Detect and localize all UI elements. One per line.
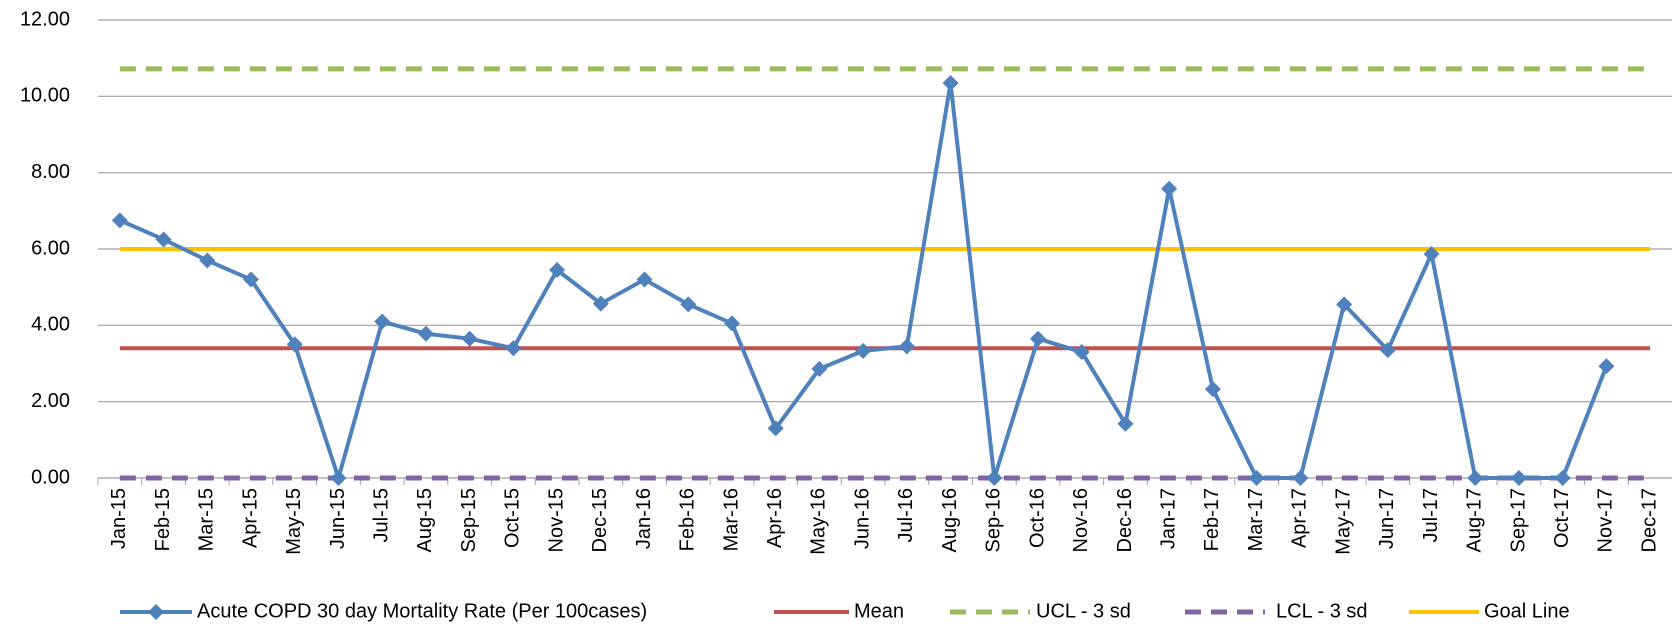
legend-label: Mean	[854, 600, 904, 622]
marker	[417, 325, 434, 342]
marker	[286, 336, 303, 353]
marker	[592, 295, 609, 312]
x-tick-label: Oct-17	[1551, 488, 1573, 548]
x-tick-label: Sep-15	[458, 488, 480, 553]
x-tick-label: Jan-15	[108, 488, 130, 549]
x-tick-label: Feb-16	[677, 488, 699, 551]
y-tick-label: 4.00	[31, 314, 70, 336]
marker	[1554, 470, 1571, 486]
x-tick-label: Mar-16	[720, 488, 742, 551]
marker	[942, 74, 959, 91]
legend-label: Goal Line	[1484, 600, 1570, 622]
x-tick-label: Jun-17	[1376, 488, 1398, 549]
x-tick-label: Jan-17	[1157, 488, 1179, 549]
marker	[1248, 470, 1265, 486]
x-tick-label: Nov-16	[1070, 488, 1092, 552]
x-tick-label: Nov-17	[1595, 488, 1617, 552]
x-tick-label: Aug-15	[414, 488, 436, 553]
marker	[549, 261, 566, 278]
x-tick-label: Sep-17	[1507, 488, 1529, 553]
x-tick-label: Jul-16	[895, 488, 917, 542]
legend-label: UCL - 3 sd	[1036, 600, 1131, 622]
marker	[1204, 381, 1221, 398]
x-tick-label: May-16	[808, 488, 830, 555]
marker	[723, 315, 740, 332]
marker	[811, 360, 828, 377]
x-tick-label: Jul-17	[1420, 488, 1442, 542]
marker	[1379, 342, 1396, 359]
x-tick-label: May-17	[1332, 488, 1354, 555]
y-tick-label: 6.00	[31, 237, 70, 259]
marker	[111, 212, 128, 229]
legend-label: LCL - 3 sd	[1276, 600, 1368, 622]
x-tick-label: Feb-17	[1201, 488, 1223, 551]
marker	[461, 330, 478, 347]
marker	[1030, 330, 1047, 347]
x-tick-label: Apr-15	[239, 488, 261, 548]
y-tick-label: 12.00	[20, 8, 70, 30]
marker	[680, 296, 697, 313]
marker	[1423, 245, 1440, 262]
x-tick-label: Sep-16	[983, 488, 1005, 553]
x-tick-label: Mar-17	[1245, 488, 1267, 551]
x-tick-label: Jun-15	[327, 488, 349, 549]
marker	[155, 231, 172, 248]
x-tick-label: Jul-15	[370, 488, 392, 542]
x-tick-label: May-15	[283, 488, 305, 555]
series-line	[119, 80, 1609, 480]
x-tick-label: Apr-17	[1289, 488, 1311, 548]
marker	[505, 340, 522, 357]
x-tick-label: Jun-16	[851, 488, 873, 549]
x-tick-label: Oct-16	[1026, 488, 1048, 548]
x-tick-label: Dec-16	[1114, 488, 1136, 552]
marker	[1161, 180, 1178, 197]
marker	[636, 271, 653, 288]
marker	[1598, 358, 1615, 375]
x-tick-label: Nov-15	[545, 488, 567, 552]
y-tick-label: 8.00	[31, 161, 70, 183]
marker	[1073, 344, 1090, 361]
x-tick-label: Dec-17	[1638, 488, 1660, 552]
marker	[199, 252, 216, 269]
marker	[1336, 296, 1353, 313]
marker	[243, 271, 260, 288]
legend-marker	[148, 604, 164, 620]
y-tick-label: 10.00	[20, 85, 70, 107]
marker	[986, 470, 1003, 486]
x-tick-label: Aug-16	[939, 488, 961, 553]
y-tick-label: 2.00	[31, 390, 70, 412]
x-tick-label: Apr-16	[764, 488, 786, 548]
x-tick-label: Dec-15	[589, 488, 611, 552]
x-tick-label: Jan-16	[633, 488, 655, 549]
marker	[1292, 470, 1309, 486]
marker	[1510, 470, 1527, 486]
marker	[330, 470, 347, 486]
x-tick-label: Oct-15	[502, 488, 524, 548]
marker	[1117, 415, 1134, 432]
marker	[855, 342, 872, 359]
marker	[374, 313, 391, 330]
x-tick-label: Feb-15	[152, 488, 174, 551]
marker	[1467, 470, 1484, 486]
x-tick-label: Aug-17	[1464, 488, 1486, 553]
legend-label: Acute COPD 30 day Mortality Rate (Per 10…	[197, 600, 647, 622]
marker	[767, 420, 784, 437]
marker	[898, 338, 915, 355]
x-tick-label: Mar-15	[196, 488, 218, 551]
y-tick-label: 0.00	[31, 466, 70, 488]
